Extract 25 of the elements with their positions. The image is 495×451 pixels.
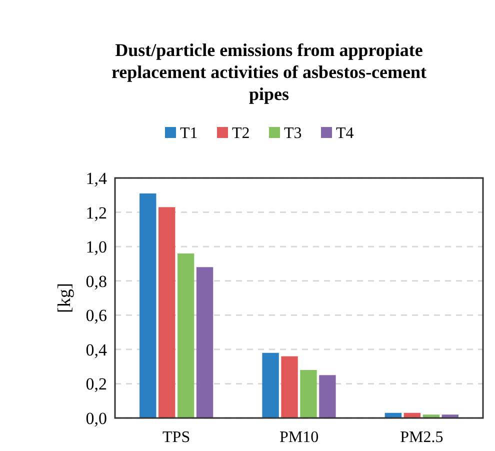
x-tick-label: PM10 [279,429,319,446]
bar [300,370,317,418]
y-tick-label: 0,6 [86,306,107,326]
y-tick-label: 0,8 [86,272,107,291]
bar [140,193,156,418]
bar [177,253,194,418]
y-tick-label: 1,2 [86,203,107,222]
bar [158,207,176,418]
legend-label: T1 [180,125,198,142]
y-tick-label: 0,0 [86,409,107,428]
y-tick-label: 1,4 [86,169,108,188]
legend-label: T4 [336,125,354,142]
bar [262,352,279,418]
y-axis-title: [kg] [54,283,74,313]
y-tick-label: 0,4 [86,340,108,360]
bar [196,267,214,418]
x-tick-label: TPS [162,429,190,446]
legend-label: T2 [232,125,250,142]
x-tick-label: PM2.5 [400,429,444,446]
legend-label: T3 [284,125,302,142]
chart-title: Dust/particle emissions from appropiate replacement activities of asbestos-cement pipes [111,40,427,104]
bar [319,375,336,418]
y-tick-label: 1,0 [86,238,107,257]
bar [281,356,298,418]
y-tick-label: 0,2 [86,374,107,394]
